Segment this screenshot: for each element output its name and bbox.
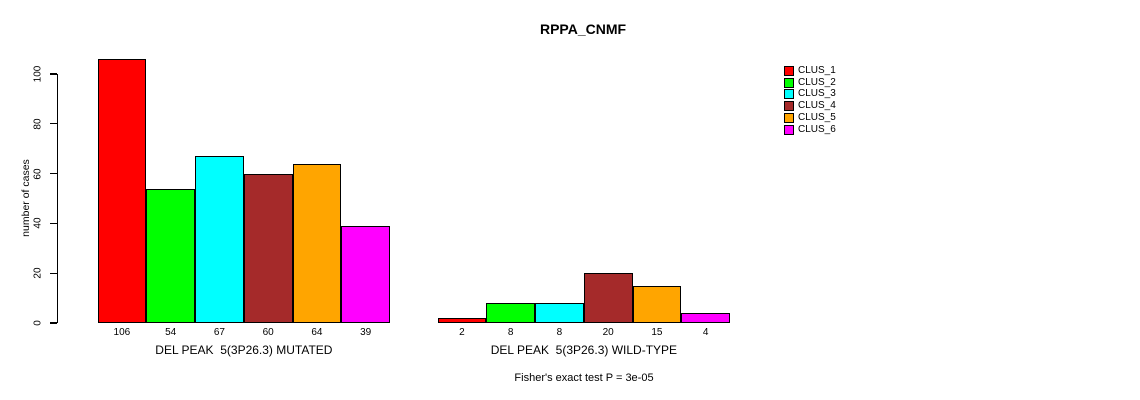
y-tick — [50, 322, 57, 324]
y-tick — [50, 272, 57, 274]
legend-label-clus_1: CLUS_1 — [798, 65, 836, 76]
y-tick-label: 40 — [32, 217, 44, 229]
bar-clus_4-group2 — [583, 273, 633, 323]
y-tick-label: 100 — [32, 65, 44, 83]
legend-label-clus_5: CLUS_5 — [798, 111, 836, 123]
bar-value-label: 60 — [262, 327, 274, 338]
bar-value-label: 54 — [165, 327, 177, 338]
bar-value-label: 2 — [459, 327, 465, 338]
legend-swatch-clus_4 — [784, 101, 794, 112]
bar-value-label: 67 — [213, 327, 225, 338]
group-label-wild-type: DEL PEAK 5(3P26.3) WILD-TYPE — [490, 343, 678, 357]
bar-clus_6-group1 — [341, 225, 390, 323]
bar-value-label: 15 — [651, 327, 663, 338]
bar-clus_2-group1 — [146, 188, 195, 323]
group-label-mutated: DEL PEAK 5(3P26.3) MUTATED — [155, 343, 333, 357]
y-axis-label: number of cases — [20, 159, 32, 237]
bar-value-label: 8 — [556, 327, 563, 338]
legend-swatch-clus_6 — [784, 124, 794, 135]
legend-label-clus_6: CLUS_6 — [798, 123, 836, 135]
bar-value-label: 64 — [311, 327, 323, 338]
legend-label-clus_2: CLUS_2 — [798, 76, 836, 88]
bar-value-label: 4 — [702, 327, 709, 338]
bar-clus_5-group1 — [292, 163, 342, 323]
bar-value-label: 106 — [113, 327, 131, 338]
annotation-fisher-test: Fisher's exact test P = 3e-05 — [514, 372, 654, 384]
bar-clus_3-group1 — [195, 156, 244, 323]
y-tick — [50, 123, 57, 125]
y-tick-label: 80 — [32, 118, 44, 130]
bar-clus_6-group2 — [681, 313, 730, 323]
y-axis-line — [57, 74, 59, 323]
bar-clus_2-group2 — [486, 303, 535, 323]
y-tick-label: 60 — [32, 168, 44, 180]
bar-value-label: 8 — [507, 327, 514, 338]
bar-clus_5-group2 — [632, 285, 682, 323]
y-tick — [50, 73, 57, 75]
chart-title: RPPA_CNMF — [539, 21, 627, 37]
bar-clus_4-group1 — [243, 173, 293, 323]
bar-clus_1-group2 — [437, 318, 487, 323]
y-tick-label: 0 — [32, 320, 44, 326]
bar-clus_3-group2 — [535, 303, 584, 323]
legend-swatch-clus_5 — [784, 112, 794, 123]
bar-clus_1-group1 — [97, 59, 147, 323]
bar-value-label: 20 — [602, 327, 614, 338]
legend-swatch-clus_1 — [784, 66, 794, 76]
legend-label-clus_4: CLUS_4 — [798, 100, 836, 112]
legend-swatch-clus_2 — [784, 77, 794, 88]
legend-label-clus_3: CLUS_3 — [798, 88, 836, 100]
bar-value-label: 39 — [360, 327, 372, 338]
y-tick-label: 20 — [32, 267, 44, 279]
legend-swatch-clus_3 — [784, 89, 794, 100]
y-tick — [50, 172, 57, 175]
y-tick — [50, 222, 57, 225]
